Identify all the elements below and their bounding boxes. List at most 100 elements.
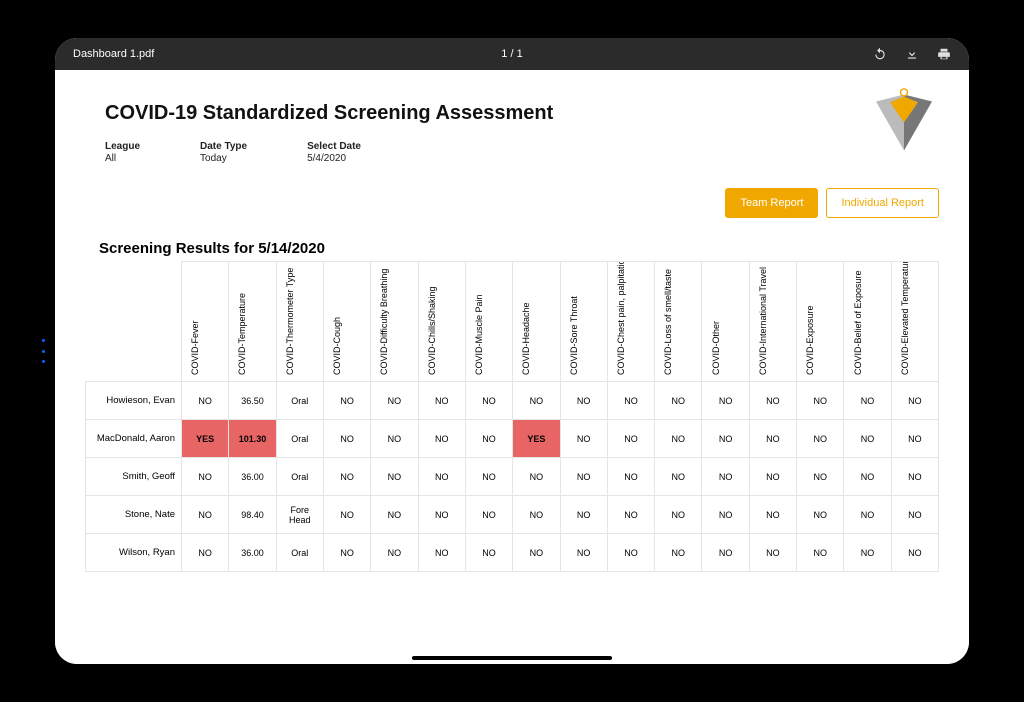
column-label: COVID-Cough xyxy=(332,317,342,375)
table-column-header: COVID-Other xyxy=(702,262,749,382)
table-cell: NO xyxy=(797,458,844,496)
table-cell: NO xyxy=(182,534,229,572)
table-cell: NO xyxy=(749,458,796,496)
column-label: COVID-Temperature xyxy=(237,293,247,375)
table-cell: NO xyxy=(891,534,938,572)
table-cell: Fore Head xyxy=(276,496,323,534)
table-row: Wilson, RyanNO36.00OralNONONONONONONONON… xyxy=(86,534,939,572)
table-cell: 36.50 xyxy=(229,382,276,420)
table-cell: NO xyxy=(702,534,749,572)
table-cell: NO xyxy=(749,382,796,420)
table-cell: NO xyxy=(560,496,607,534)
table-column-header: COVID-Fever xyxy=(182,262,229,382)
table-cell: 98.40 xyxy=(229,496,276,534)
print-icon[interactable] xyxy=(937,47,951,61)
table-body: Howieson, EvanNO36.50OralNONONONONONONON… xyxy=(86,382,939,572)
table-column-header: COVID-Muscle Pain xyxy=(465,262,512,382)
table-cell: NO xyxy=(560,382,607,420)
table-column-header: COVID-International Travel xyxy=(749,262,796,382)
table-row: MacDonald, AaronYES101.30OralNONONONOYES… xyxy=(86,420,939,458)
rotate-icon[interactable] xyxy=(873,47,887,61)
table-column-header: COVID-Elevated Temperature xyxy=(891,262,938,382)
table-cell: NO xyxy=(465,458,512,496)
table-cell: NO xyxy=(891,420,938,458)
filter-league: League All xyxy=(105,141,140,164)
table-cell: NO xyxy=(560,458,607,496)
table-cell: NO xyxy=(371,458,418,496)
filter-date-value: 5/4/2020 xyxy=(307,153,346,164)
table-cell: YES xyxy=(182,420,229,458)
table-cell: NO xyxy=(891,496,938,534)
row-name: MacDonald, Aaron xyxy=(86,420,182,458)
screening-table: COVID-Fever COVID-Temperature COVID-Thermo… xyxy=(85,261,939,572)
table-column-header: COVID-Difficulty Breathing xyxy=(371,262,418,382)
table-cell: NO xyxy=(607,382,654,420)
team-report-button[interactable]: Team Report xyxy=(725,188,818,218)
table-cell: NO xyxy=(323,420,370,458)
filter-datetype: Date Type Today xyxy=(200,141,247,164)
table-cell: NO xyxy=(513,534,560,572)
table-cell: NO xyxy=(655,382,702,420)
page-title: COVID-19 Standardized Screening Assessme… xyxy=(105,102,553,125)
filter-date: Select Date 5/4/2020 xyxy=(307,141,361,164)
filter-league-label: League xyxy=(105,141,140,152)
table-column-header: COVID-Chills/Shaking xyxy=(418,262,465,382)
table-cell: NO xyxy=(371,496,418,534)
table-column-header: COVID-Loss of smell/taste xyxy=(655,262,702,382)
results-title: Screening Results for 5/14/2020 xyxy=(99,240,939,257)
column-label: COVID-Difficulty Breathing xyxy=(379,269,389,375)
tablet-frame: Dashboard 1.pdf 1 / 1 COVID-19 Standardi… xyxy=(37,20,987,682)
table-cell: NO xyxy=(323,534,370,572)
row-name: Stone, Nate xyxy=(86,496,182,534)
table-cell: NO xyxy=(797,534,844,572)
table-cell: NO xyxy=(323,458,370,496)
table-column-header: COVID-Thermometer Type xyxy=(276,262,323,382)
side-dots xyxy=(42,339,45,363)
table-cell: NO xyxy=(607,534,654,572)
download-icon[interactable] xyxy=(905,47,919,61)
individual-report-button[interactable]: Individual Report xyxy=(826,188,939,218)
table-cell: NO xyxy=(182,458,229,496)
table-cell: NO xyxy=(797,496,844,534)
filter-row: League All Date Type Today Select Date 5… xyxy=(105,141,553,164)
table-column-header: COVID-Cough xyxy=(323,262,370,382)
table-header-name xyxy=(86,262,182,382)
home-indicator[interactable] xyxy=(412,656,612,660)
table-cell: NO xyxy=(371,420,418,458)
table-column-header: COVID-Headache xyxy=(513,262,560,382)
column-label: COVID-Loss of smell/taste xyxy=(663,269,673,375)
table-column-header: COVID-Sore Throat xyxy=(560,262,607,382)
table-column-header: COVID-Exposure xyxy=(797,262,844,382)
table-cell: NO xyxy=(655,420,702,458)
table-cell: NO xyxy=(182,496,229,534)
filter-date-label: Select Date xyxy=(307,141,361,152)
table-cell: NO xyxy=(844,496,891,534)
table-cell: NO xyxy=(702,382,749,420)
table-cell: NO xyxy=(607,458,654,496)
table-cell: NO xyxy=(702,420,749,458)
table-cell: NO xyxy=(465,382,512,420)
pdf-toolbar: Dashboard 1.pdf 1 / 1 xyxy=(55,38,969,70)
column-label: COVID-Belief of Exposure xyxy=(853,270,863,375)
column-label: COVID-Other xyxy=(711,321,721,375)
table-cell: NO xyxy=(655,458,702,496)
table-cell: NO xyxy=(607,496,654,534)
column-label: COVID-Thermometer Type xyxy=(285,268,295,375)
row-name: Wilson, Ryan xyxy=(86,534,182,572)
column-label: COVID-Muscle Pain xyxy=(474,294,484,375)
row-name: Smith, Geoff xyxy=(86,458,182,496)
table-cell: NO xyxy=(418,382,465,420)
table-row: Stone, NateNO98.40Fore HeadNONONONONONON… xyxy=(86,496,939,534)
table-cell: NO xyxy=(418,534,465,572)
screen: Dashboard 1.pdf 1 / 1 COVID-19 Standardi… xyxy=(55,38,969,664)
table-cell: NO xyxy=(891,382,938,420)
column-label: COVID-Headache xyxy=(521,302,531,375)
table-cell: NO xyxy=(797,420,844,458)
table-cell: NO xyxy=(560,420,607,458)
table-cell: NO xyxy=(655,534,702,572)
table-cell: NO xyxy=(182,382,229,420)
filter-datetype-value: Today xyxy=(200,153,227,164)
table-cell: NO xyxy=(513,496,560,534)
table-cell: 36.00 xyxy=(229,534,276,572)
table-cell: NO xyxy=(323,382,370,420)
